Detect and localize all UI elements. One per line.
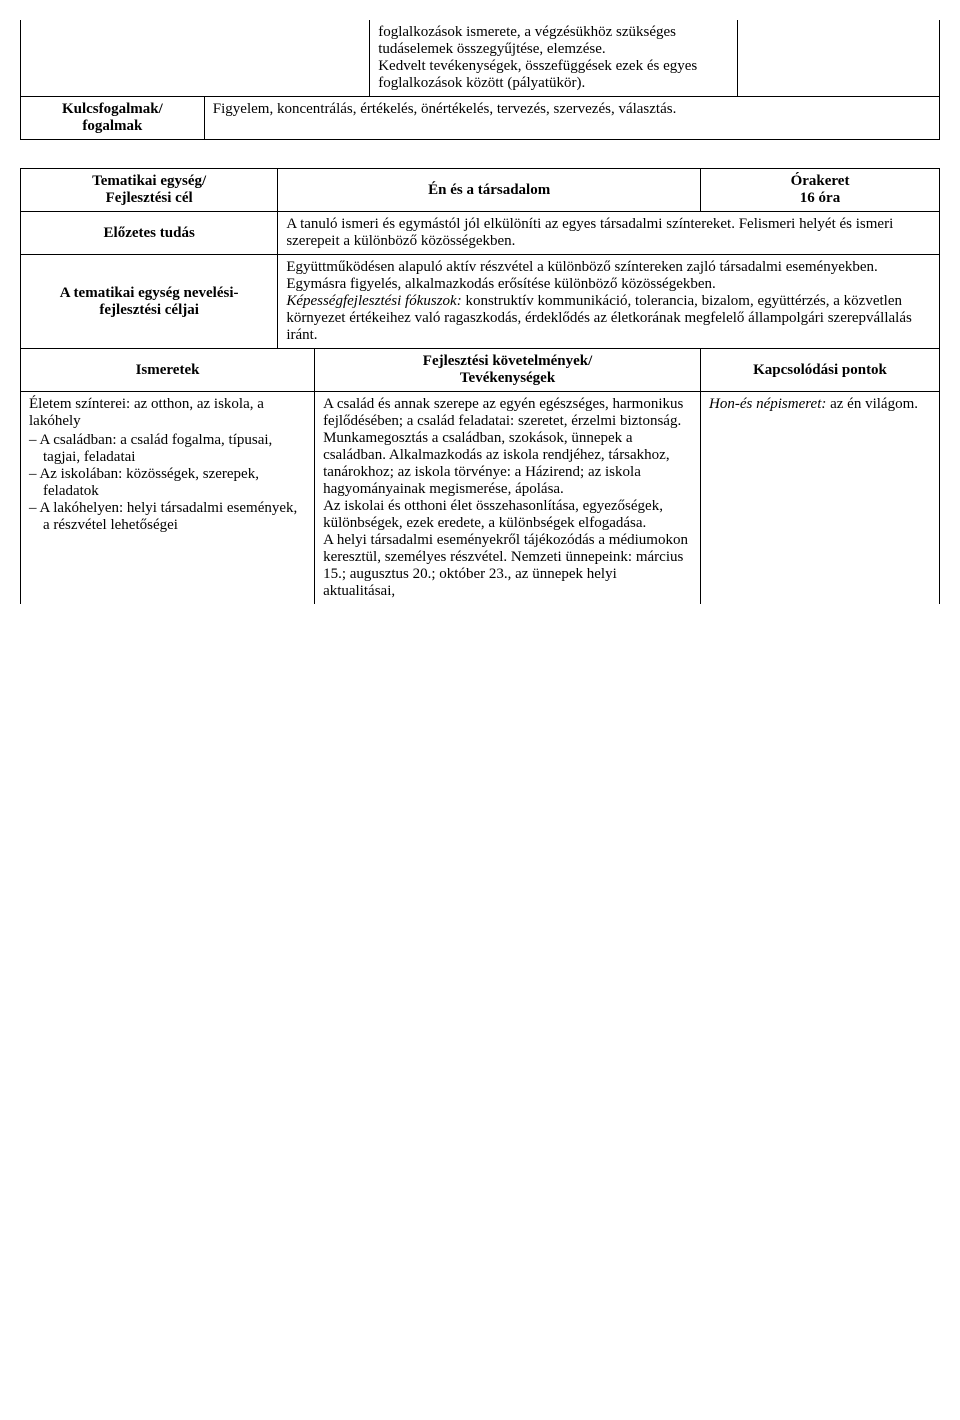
table-row: foglalkozások ismerete, a végzésükhöz sz… bbox=[21, 20, 940, 97]
cell-nevelesi-celjai-value: Együttműködésen alapuló aktív részvétel … bbox=[278, 255, 940, 349]
list-item: A családban: a család fogalma, típusai, … bbox=[29, 432, 306, 466]
table-row: Kulcsfogalmak/ fogalmak Figyelem, koncen… bbox=[21, 97, 940, 140]
cell-nevelesi-celjai-label: A tematikai egység nevelési-fejlesztési … bbox=[21, 255, 278, 349]
list-eletem-items: A családban: a család fogalma, típusai, … bbox=[29, 432, 306, 534]
list-item: Az iskolában: közösségek, szerepek, fela… bbox=[29, 466, 306, 500]
label-tematikai-egyseg: Tematikai egység/ Fejlesztési cél bbox=[92, 173, 206, 206]
cell-elozetes-tudas-label: Előzetes tudás bbox=[21, 212, 278, 255]
text-foglalkozasok: foglalkozások ismerete, a végzésükhöz sz… bbox=[378, 24, 697, 91]
table-kulcsfogalmak: foglalkozások ismerete, a végzésükhöz sz… bbox=[20, 20, 940, 140]
text-orakeret: Órakeret 16 óra bbox=[791, 173, 850, 206]
cell-elozetes-tudas-value: A tanuló ismeri és egymástól jól elkülön… bbox=[278, 212, 940, 255]
table-row: Előzetes tudás A tanuló ismeri és egymás… bbox=[21, 212, 940, 255]
text-item-1: Az iskolában: közösségek, szerepek, fela… bbox=[39, 466, 259, 499]
cell-kapcsolodasi-content: Hon-és népismeret: az én világom. bbox=[701, 392, 940, 605]
text-nevelesi-a: Együttműködésen alapuló aktív részvétel … bbox=[286, 259, 877, 292]
label-kulcsfogalmak: Kulcsfogalmak/ fogalmak bbox=[62, 101, 163, 134]
cell-en-es-tarsadalom: Én és a társadalom bbox=[278, 169, 701, 212]
label-elozetes-tudas: Előzetes tudás bbox=[104, 225, 195, 241]
label-kapcsolodasi: Kapcsolódási pontok bbox=[753, 362, 887, 378]
table-row: A tematikai egység nevelési-fejlesztési … bbox=[21, 255, 940, 349]
cell-kulcsfogalmak-label: Kulcsfogalmak/ fogalmak bbox=[21, 97, 205, 140]
text-item-2: A lakóhelyen: helyi társadalmi események… bbox=[39, 500, 297, 533]
text-nevelesi-b: Képességfejlesztési fókuszok: bbox=[286, 293, 461, 309]
label-ismeretek: Ismeretek bbox=[136, 362, 200, 378]
text-hon-es-nepismeret: Hon-és népismeret: bbox=[709, 396, 826, 412]
text-en-es-tarsadalom: Én és a társadalom bbox=[428, 182, 550, 198]
cell-tematikai-egyseg: Tematikai egység/ Fejlesztési cél bbox=[21, 169, 278, 212]
table-row: Ismeretek Fejlesztési követelmények/ Tev… bbox=[21, 349, 940, 392]
cell-empty bbox=[21, 20, 370, 97]
cell-fejlesztesi-header: Fejlesztési követelmények/ Tevékenységek bbox=[315, 349, 701, 392]
cell-kapcsolodasi-header: Kapcsolódási pontok bbox=[701, 349, 940, 392]
label-fejlesztesi: Fejlesztési követelmények/ Tevékenységek bbox=[423, 353, 593, 386]
cell-kulcsfogalmak-value: Figyelem, koncentrálás, értékelés, önért… bbox=[204, 97, 939, 140]
label-nevelesi-celjai: A tematikai egység nevelési-fejlesztési … bbox=[60, 285, 239, 318]
text-elozetes-tudas: A tanuló ismeri és egymástól jól elkülön… bbox=[286, 216, 893, 249]
cell-ismeretek-header: Ismeretek bbox=[21, 349, 315, 392]
cell-fejlesztesi-content: A család és annak szerepe az egyén egész… bbox=[315, 392, 701, 605]
cell-empty-right bbox=[737, 20, 939, 97]
cell-orakeret: Órakeret 16 óra bbox=[701, 169, 940, 212]
text-az-en-vilagom: az én világom. bbox=[826, 396, 918, 412]
table-tematikai: Tematikai egység/ Fejlesztési cél Én és … bbox=[20, 168, 940, 604]
table-row: Életem színterei: az otthon, az iskola, … bbox=[21, 392, 940, 605]
text-kulcsfogalmak-value: Figyelem, koncentrálás, értékelés, önért… bbox=[213, 101, 677, 117]
text-item-0: A családban: a család fogalma, típusai, … bbox=[39, 432, 272, 465]
list-item: A lakóhelyen: helyi társadalmi események… bbox=[29, 500, 306, 534]
cell-foglalkozasok: foglalkozások ismerete, a végzésükhöz sz… bbox=[370, 20, 738, 97]
text-eletem-lead: Életem színterei: az otthon, az iskola, … bbox=[29, 396, 264, 429]
text-fejlesztesi-content: A család és annak szerepe az egyén egész… bbox=[323, 396, 688, 599]
cell-ismeretek-content: Életem színterei: az otthon, az iskola, … bbox=[21, 392, 315, 605]
table-row: Tematikai egység/ Fejlesztési cél Én és … bbox=[21, 169, 940, 212]
